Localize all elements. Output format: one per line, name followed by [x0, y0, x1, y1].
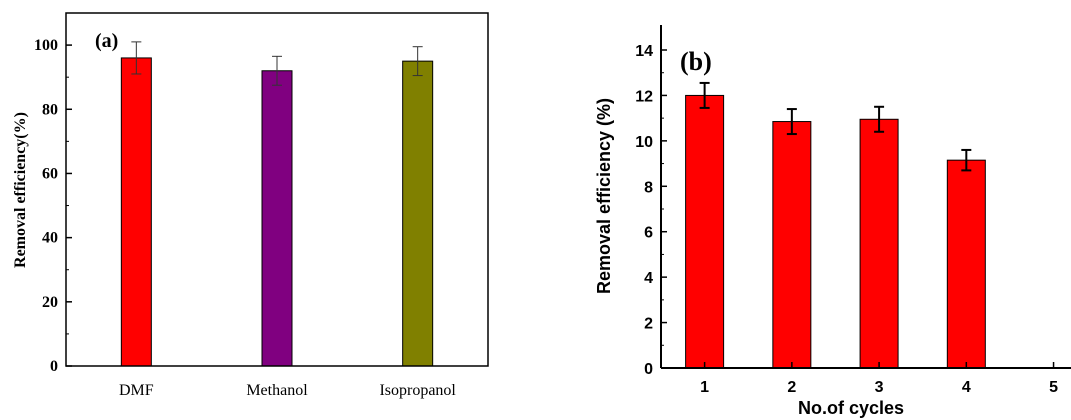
panel-b-error-bars [699, 81, 972, 172]
panel-b-y-axis-label: Removal efficiency (%) [594, 98, 614, 294]
panel-b-bars [685, 94, 986, 369]
x-tick-label: 1 [700, 379, 709, 396]
error-bar-cycle-2 [786, 108, 797, 136]
y-tick-label: 40 [42, 230, 58, 247]
panel-a-y-ticks: 0 20 40 60 80 100 [34, 37, 72, 375]
y-tick-label: 6 [644, 225, 653, 242]
bar-methanol [261, 70, 293, 367]
panel-b-y-ticks: 0 2 4 6 8 10 12 14 [635, 43, 667, 378]
bar-dmf [120, 57, 152, 367]
bar-cycle-2 [772, 121, 812, 369]
bar-isopropanol [402, 60, 434, 367]
bar-cycle-4 [946, 159, 986, 369]
bar-cycle-3 [859, 118, 899, 369]
error-bar-dmf [131, 41, 142, 75]
error-bar-methanol [272, 55, 282, 86]
error-bar-cycle-3 [874, 105, 885, 133]
bar-cycle-1 [685, 94, 725, 369]
y-tick-label: 10 [635, 134, 653, 151]
y-tick-label: 0 [644, 361, 653, 378]
y-tick-label: 4 [644, 270, 653, 287]
x-tick-label: 5 [1049, 379, 1058, 396]
panel-a-y-axis-label: Removal efficiency(%) [12, 112, 29, 268]
error-bar-cycle-4 [961, 148, 972, 172]
x-tick-label: 3 [875, 379, 884, 396]
panel-b-label: (b) [680, 47, 712, 76]
panel-a-label: (a) [95, 30, 118, 52]
x-tick-label: 2 [787, 379, 796, 396]
y-tick-label: 60 [42, 165, 58, 182]
panel-b-x-axis-label: No.of cycles [798, 398, 904, 418]
panel-a-x-ticks: DMF Methanol Isopropanol [119, 382, 456, 399]
error-bar-isopropanol [412, 46, 423, 77]
y-tick-label: 2 [644, 316, 653, 333]
y-tick-label: 80 [42, 101, 58, 118]
y-tick-label: 0 [50, 358, 58, 375]
x-tick-label: 4 [962, 379, 971, 396]
x-tick-label: Methanol [246, 382, 308, 399]
y-tick-label: 14 [635, 43, 653, 60]
y-tick-label: 20 [42, 294, 58, 311]
panel-a-bars [120, 57, 434, 367]
y-tick-label: 8 [644, 179, 653, 196]
y-tick-label: 12 [635, 88, 653, 105]
y-tick-label: 100 [34, 37, 58, 54]
x-tick-label: DMF [119, 382, 154, 399]
panel-a-frame [65, 12, 489, 367]
x-tick-label: Isopropanol [379, 382, 456, 399]
error-bar-cycle-1 [699, 81, 710, 109]
panel-b-x-ticks: 1 2 3 4 5 [700, 362, 1058, 396]
panel-a-error-bars [131, 41, 423, 86]
